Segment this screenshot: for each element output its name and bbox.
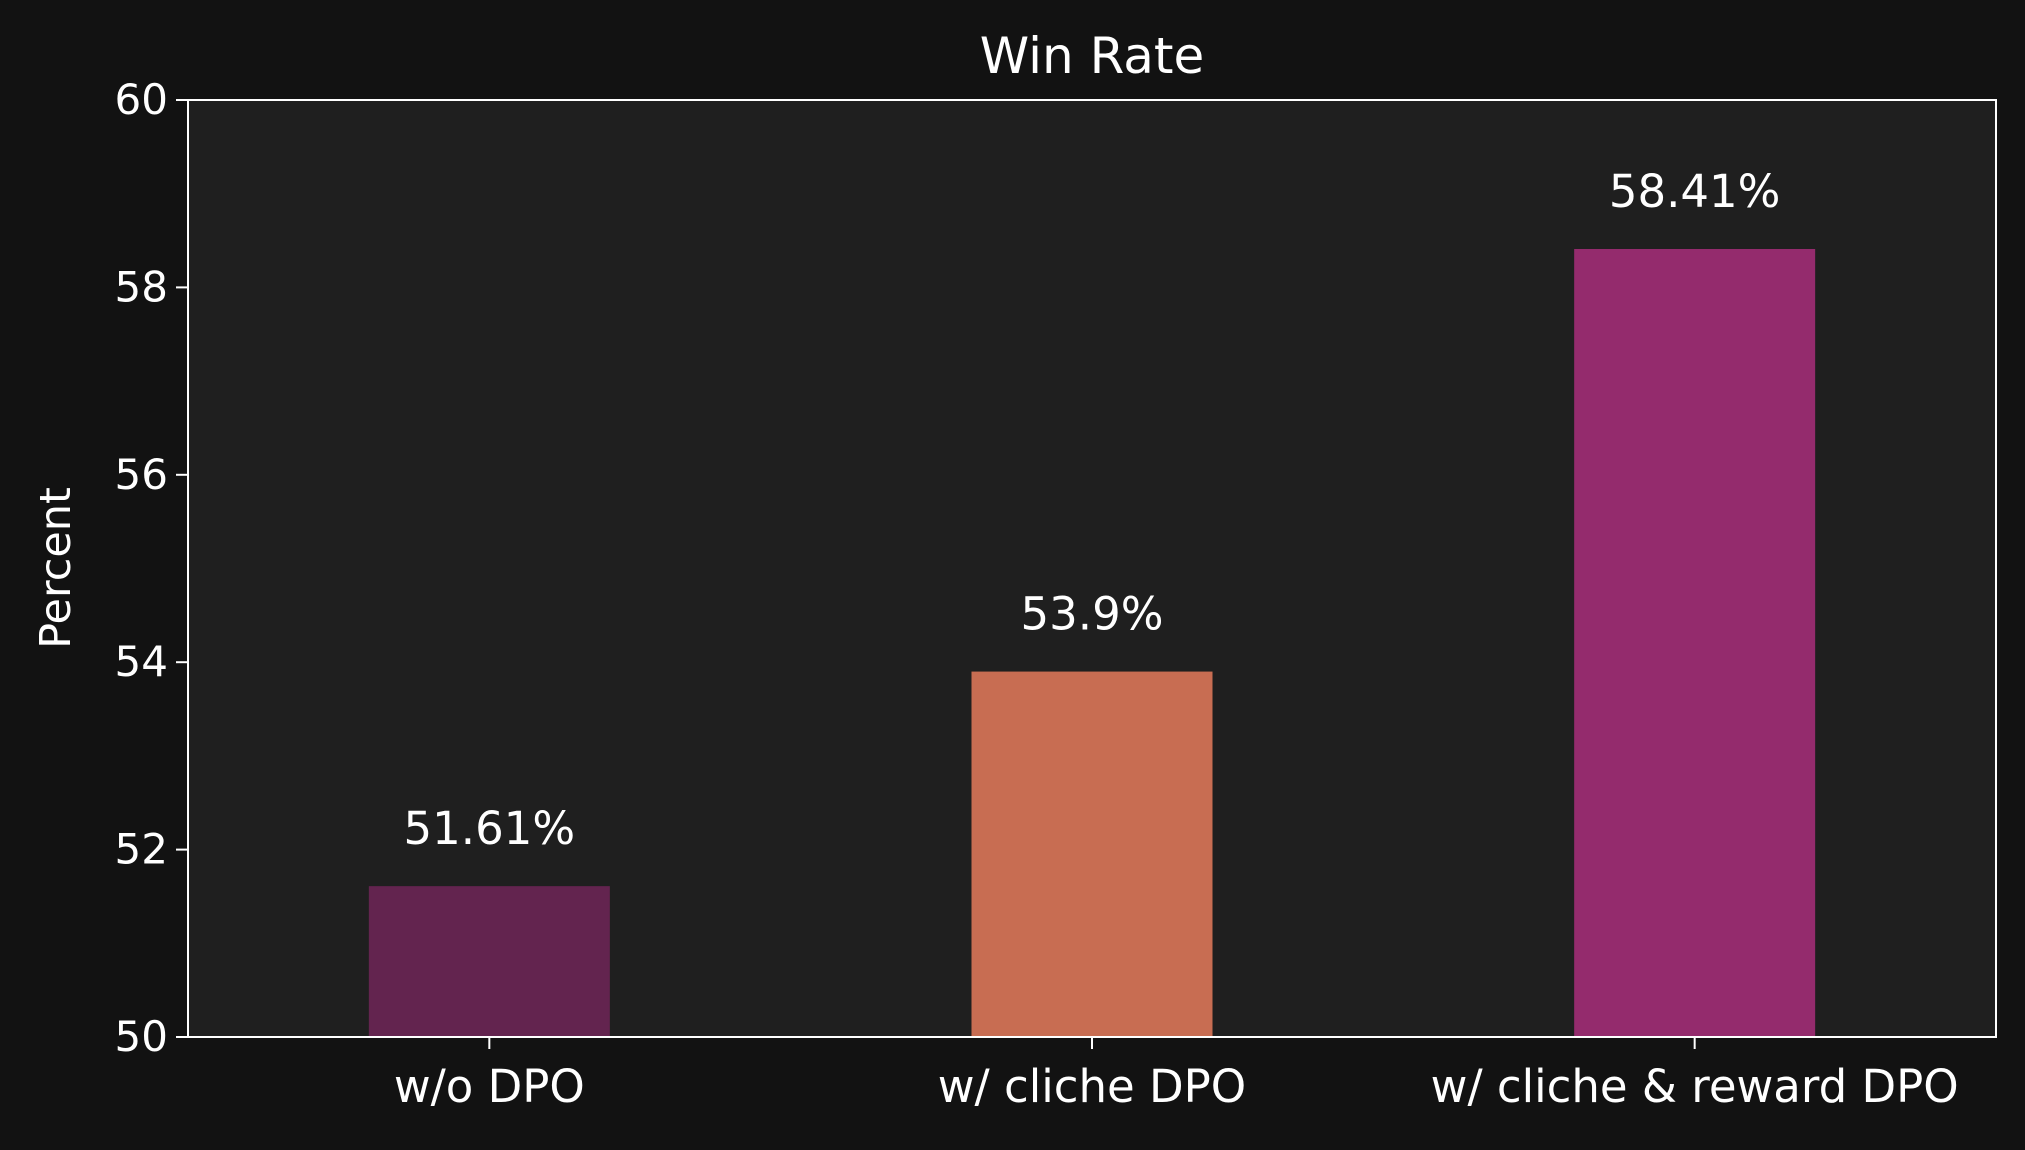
y-tick-label: 52 (115, 825, 168, 874)
y-tick-label: 58 (115, 262, 168, 311)
x-tick-label: w/ cliche DPO (938, 1060, 1246, 1113)
y-tick-label: 56 (115, 450, 168, 499)
bar-value-label: 53.9% (1021, 588, 1164, 641)
y-axis-label: Percent (31, 487, 81, 649)
y-tick-label: 60 (115, 75, 168, 124)
bar (971, 671, 1213, 1037)
bar (368, 886, 610, 1037)
y-tick-label: 54 (115, 637, 168, 686)
x-tick-label: w/ cliche & reward DPO (1431, 1060, 1959, 1113)
bar (1574, 248, 1816, 1037)
bar-value-label: 51.61% (404, 802, 576, 855)
y-tick-label: 50 (115, 1012, 168, 1061)
bar-value-label: 58.41% (1609, 165, 1781, 218)
chart-title: Win Rate (980, 27, 1204, 85)
x-tick-label: w/o DPO (394, 1060, 585, 1113)
